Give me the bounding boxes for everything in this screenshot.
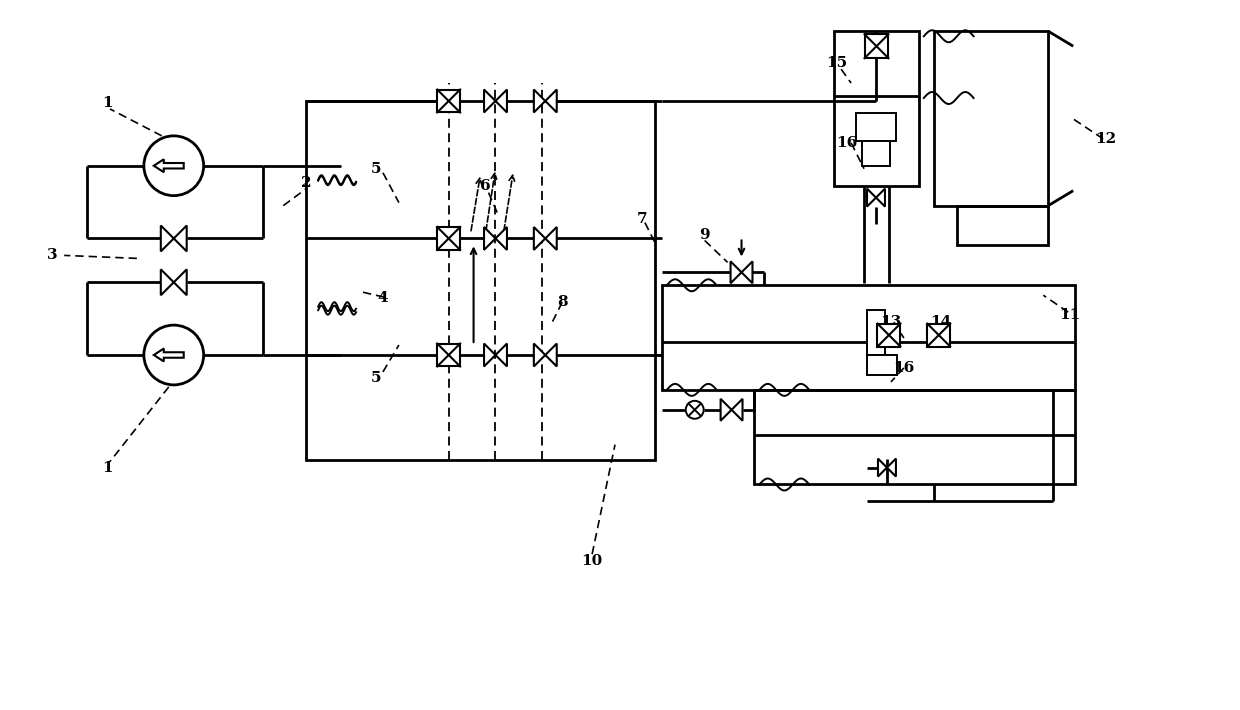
Bar [662, 285, 1075, 390]
Bar [438, 89, 460, 112]
Polygon shape [534, 344, 546, 366]
Text: 9: 9 [699, 229, 711, 243]
Text: 11: 11 [1060, 308, 1081, 322]
Polygon shape [732, 399, 743, 421]
Text: 12: 12 [1095, 132, 1117, 146]
Text: 13: 13 [880, 315, 901, 329]
Polygon shape [534, 227, 546, 250]
Text: 16: 16 [837, 136, 858, 150]
Polygon shape [484, 344, 496, 366]
Text: 10: 10 [582, 555, 603, 568]
Bar [856, 113, 897, 141]
Bar [438, 227, 460, 250]
Text: 3: 3 [47, 248, 57, 263]
Text: 2: 2 [301, 175, 311, 190]
Text: 1: 1 [102, 96, 113, 110]
Polygon shape [875, 189, 885, 207]
Bar [754, 390, 1075, 484]
Bar [862, 141, 890, 165]
Polygon shape [484, 227, 496, 250]
Polygon shape [867, 189, 875, 207]
FancyArrow shape [154, 349, 184, 361]
Text: 5: 5 [371, 162, 381, 176]
Polygon shape [496, 89, 507, 112]
Text: 14: 14 [930, 315, 951, 329]
Polygon shape [174, 269, 187, 295]
FancyArrow shape [154, 159, 184, 173]
Bar [928, 324, 950, 346]
Circle shape [144, 136, 203, 196]
Bar [934, 31, 1048, 206]
Bar [867, 310, 885, 355]
Text: 16: 16 [893, 361, 915, 375]
Bar [438, 344, 460, 366]
Circle shape [686, 401, 703, 419]
Bar [867, 355, 897, 375]
Polygon shape [484, 89, 496, 112]
Bar [957, 206, 1048, 246]
Polygon shape [546, 89, 557, 112]
Bar [835, 31, 919, 186]
Polygon shape [174, 226, 187, 251]
Polygon shape [742, 261, 753, 283]
Text: 6: 6 [480, 179, 491, 192]
Text: 8: 8 [557, 295, 568, 310]
Polygon shape [720, 399, 732, 421]
Polygon shape [534, 89, 546, 112]
Bar [864, 34, 888, 58]
Polygon shape [496, 227, 507, 250]
Polygon shape [887, 459, 897, 476]
Circle shape [144, 325, 203, 385]
Bar [306, 101, 655, 459]
Polygon shape [546, 227, 557, 250]
Polygon shape [730, 261, 742, 283]
Polygon shape [161, 226, 174, 251]
Bar [878, 324, 900, 346]
Polygon shape [878, 459, 887, 476]
Text: 1: 1 [102, 461, 113, 474]
Text: 7: 7 [636, 212, 647, 226]
Polygon shape [546, 344, 557, 366]
Text: 5: 5 [371, 371, 381, 385]
Polygon shape [161, 269, 174, 295]
Polygon shape [496, 344, 507, 366]
Text: 15: 15 [827, 56, 848, 70]
Text: 4: 4 [378, 291, 388, 305]
